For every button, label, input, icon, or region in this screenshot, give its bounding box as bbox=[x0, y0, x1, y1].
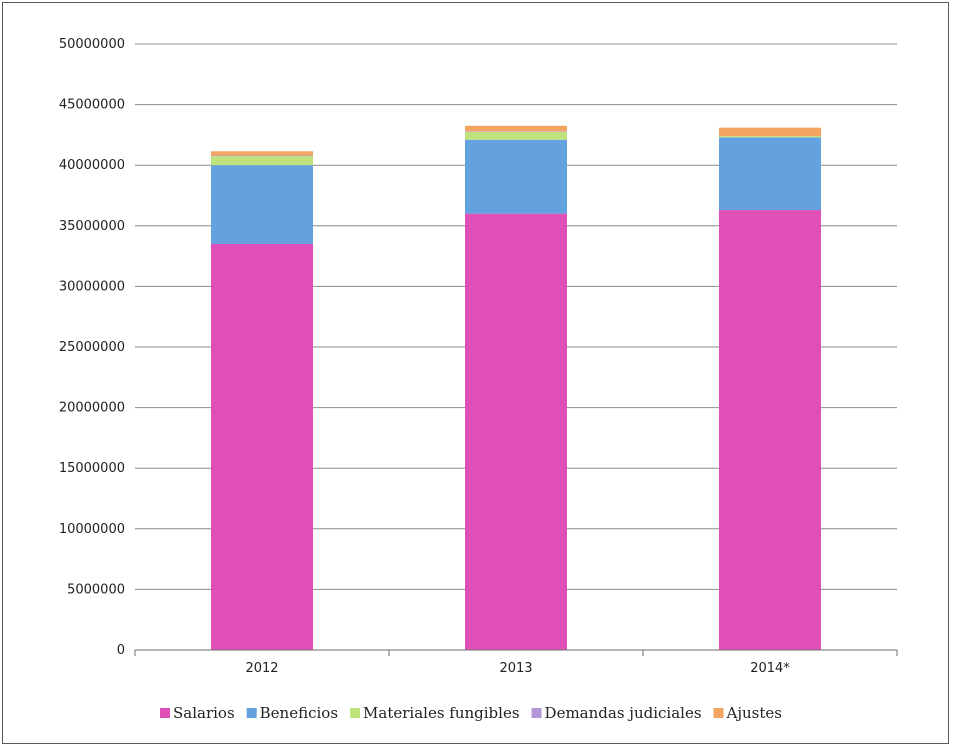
bar-segment-salarios-2012 bbox=[211, 243, 313, 651]
bar-segment-ajustes-2012 bbox=[211, 151, 313, 156]
legend-swatch bbox=[160, 708, 170, 718]
bar-segment-beneficios-2013 bbox=[465, 139, 567, 214]
legend-swatch bbox=[713, 708, 724, 718]
y-axis-tick-labels: 0 5000000 10000000 15000000 20000000 25000000… bbox=[59, 37, 125, 658]
y-tick-label: 40000000 bbox=[59, 158, 125, 173]
x-axis-tick-labels: 2012 2013 2014* bbox=[245, 661, 790, 676]
bar-segment-beneficios-2012 bbox=[211, 165, 313, 244]
x-tick-label: 2014* bbox=[750, 661, 790, 676]
bar-segment-beneficios-2014 bbox=[719, 137, 821, 211]
bar-segment-ajustes-2013 bbox=[465, 125, 567, 132]
legend-label: Materiales fungibles bbox=[363, 704, 520, 722]
bar-segment-materiales-fungibles-2013 bbox=[465, 131, 567, 140]
y-tick-label: 50000000 bbox=[59, 37, 125, 52]
y-tick-label: 15000000 bbox=[59, 461, 125, 476]
y-tick-label: 35000000 bbox=[59, 219, 125, 234]
x-tick-label: 2012 bbox=[245, 661, 278, 676]
legend-swatch bbox=[531, 708, 542, 718]
y-tick-label: 20000000 bbox=[59, 401, 125, 416]
legend-label: Demandas judiciales bbox=[545, 704, 702, 722]
bar-segment-salarios-2013 bbox=[465, 213, 567, 650]
y-tick-label: 25000000 bbox=[59, 340, 125, 355]
x-tick-label: 2013 bbox=[499, 661, 532, 676]
y-tick-label: 30000000 bbox=[59, 279, 125, 294]
legend-label: Beneficios bbox=[260, 704, 338, 722]
legend: Salarios Beneficios Materiales fungibles De… bbox=[160, 704, 782, 722]
y-tick-label: 5000000 bbox=[67, 582, 125, 597]
legend-label: Salarios bbox=[173, 704, 235, 722]
bar-segment-demandas-judiciales-2012 bbox=[211, 155, 313, 157]
legend-swatch bbox=[350, 708, 361, 718]
bar-segment-demandas-judiciales-2013 bbox=[465, 131, 567, 132]
legend-label: Ajustes bbox=[726, 704, 782, 722]
bar-segment-materiales-fungibles-2014 bbox=[719, 136, 821, 138]
legend-swatch bbox=[246, 708, 257, 718]
y-tick-label: 10000000 bbox=[59, 522, 125, 537]
y-tick-label: 45000000 bbox=[59, 98, 125, 113]
bar-segment-salarios-2014 bbox=[719, 210, 821, 650]
bar-segment-materiales-fungibles-2012 bbox=[211, 156, 313, 166]
y-tick-label: 0 bbox=[117, 643, 125, 658]
bar-segment-ajustes-2014 bbox=[719, 127, 821, 137]
bars bbox=[211, 125, 821, 651]
x-axis bbox=[134, 649, 898, 656]
